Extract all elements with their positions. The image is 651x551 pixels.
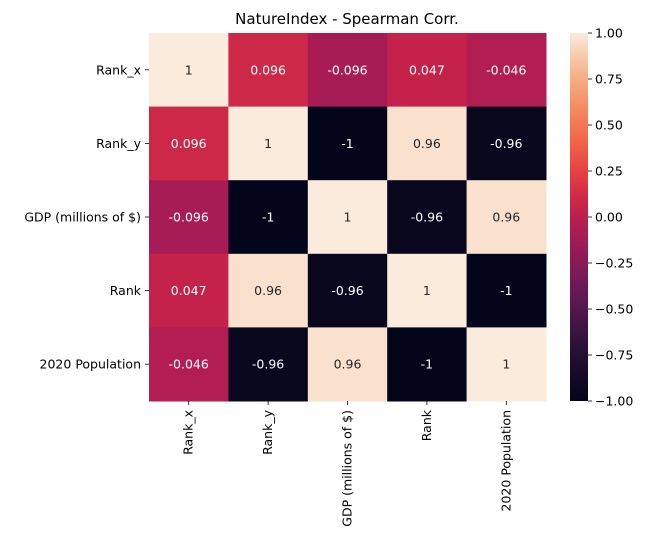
heatmap-cell: [466, 106, 547, 181]
x-axis: Rank_x Rank_y GDP (millions of $) Rank 2020 …: [181, 401, 513, 527]
heatmap-cell-label: -0.046: [169, 357, 209, 372]
heatmap-cell: [387, 106, 468, 181]
y-tick-label: Rank_x: [96, 62, 141, 77]
x-tick-label: GDP (millions of $): [340, 410, 355, 527]
heatmap-cell: [466, 327, 547, 402]
heatmap-cell-label: 1: [344, 210, 352, 225]
x-tick-label: Rank: [419, 409, 434, 441]
heatmap-cell-label: -0.96: [490, 136, 522, 151]
heatmap-cell-label: 0.047: [409, 62, 445, 77]
heatmap-cell: [149, 33, 229, 108]
x-tick-label: 2020 Population: [498, 410, 513, 511]
heatmap-cell: [149, 180, 229, 255]
heatmap-cells: [149, 33, 547, 402]
heatmap-cell: [149, 253, 229, 328]
heatmap-cell-label: -0.96: [252, 357, 284, 372]
heatmap-cell-label: -1: [262, 210, 274, 225]
heatmap-cell-label: 0.096: [250, 62, 286, 77]
heatmap-cell: [466, 180, 547, 255]
x-tick-label: Rank_x: [181, 410, 196, 455]
colorbar-ticks: 1.00 0.75 0.50 0.25 0.00 −0.25 −0.50 −0.75 −1.00: [588, 26, 633, 409]
heatmap-cell-label: 0.047: [171, 283, 207, 298]
heatmap-cell: [149, 327, 229, 402]
colorbar-tick-label: −0.25: [595, 256, 633, 271]
heatmap-cell: [466, 253, 547, 328]
heatmap-cell: [228, 253, 309, 328]
colorbar-tick-label: 1.00: [595, 26, 623, 41]
heatmap-cell: [387, 33, 468, 108]
heatmap-cell-label: -0.096: [327, 62, 367, 77]
heatmap-cell-label: 0.96: [492, 210, 520, 225]
colorbar-tick-label: 0.25: [595, 164, 623, 179]
heatmap-cell: [387, 327, 468, 402]
heatmap-cell-label: 1: [264, 136, 272, 151]
heatmap-cell-label: 1: [502, 357, 510, 372]
heatmap-cell-label: 0.096: [171, 136, 207, 151]
heatmap-cell-label: 1: [423, 283, 431, 298]
heatmap-cell-label: -0.96: [331, 283, 363, 298]
heatmap-cell-label: 0.96: [413, 136, 441, 151]
y-tick-label: 2020 Population: [40, 357, 141, 372]
heatmap-cell: [228, 327, 309, 402]
heatmap-cell-label: 0.96: [254, 283, 282, 298]
colorbar-tick-label: −0.50: [595, 302, 633, 317]
heatmap-cell-label: -1: [500, 283, 512, 298]
colorbar-tick-label: −0.75: [595, 348, 633, 363]
heatmap-cell-label: -0.096: [169, 210, 209, 225]
heatmap-cell: [387, 180, 468, 255]
y-axis: Rank_x Rank_y GDP (millions of $) Rank 2020 …: [24, 62, 149, 372]
colorbar: 1.00 0.75 0.50 0.25 0.00 −0.25 −0.50 −0.75 −1.00: [570, 26, 633, 409]
chart-title: NatureIndex - Spearman Corr.: [235, 10, 459, 28]
colorbar-tick-label: 0.75: [595, 72, 623, 87]
colorbar-tick-label: −1.00: [595, 394, 633, 409]
x-tick-label: Rank_y: [260, 409, 275, 454]
heatmap-cell: [387, 253, 468, 328]
heatmap-cell-label: -0.96: [411, 210, 443, 225]
heatmap-cell: [307, 33, 388, 108]
heatmap-cell: [149, 106, 229, 181]
colorbar-tick-label: 0.50: [595, 118, 623, 133]
y-tick-label: Rank_y: [96, 136, 141, 151]
heatmap-cell: [307, 327, 388, 402]
colorbar-gradient: [570, 33, 588, 401]
heatmap-cell-label: -1: [341, 136, 353, 151]
heatmap-cell-labels: 1 0.096 -0.096 0.047 -0.046 0.096 1 -1 0.96 -0.96…: [169, 62, 527, 371]
heatmap-cell: [228, 33, 309, 108]
colorbar-tick-label: 0.00: [595, 210, 623, 225]
heatmap-cell-label: 1: [185, 62, 193, 77]
heatmap-cell: [307, 180, 388, 255]
heatmap-cell: [466, 33, 547, 108]
heatmap-cell: [307, 253, 388, 328]
heatmap-cell: [228, 106, 309, 181]
y-tick-label: Rank: [110, 283, 142, 298]
heatmap-cell-label: -1: [421, 357, 433, 372]
y-tick-label: GDP (millions of $): [24, 210, 141, 225]
heatmap-cell: [307, 106, 388, 181]
heatmap-cell-label: 0.96: [334, 357, 362, 372]
heatmap-cell-label: -0.046: [486, 62, 526, 77]
heatmap-cell: [228, 180, 309, 255]
